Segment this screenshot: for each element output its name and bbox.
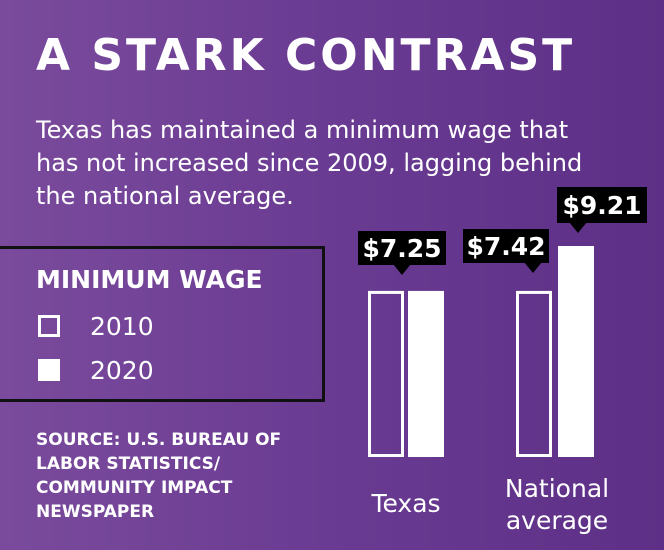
data-label-pointer-725: [393, 264, 411, 275]
legend-swatch-outline: [38, 315, 60, 337]
legend-item-2010: 2010: [38, 311, 154, 341]
data-label-box-725: [358, 231, 446, 265]
data-label-box-921: [557, 187, 647, 223]
chart-subtitle: Texas has maintained a minimum wage that…: [36, 116, 583, 210]
category-label-texas: Texas: [370, 489, 440, 518]
bar-texas-2010: [368, 290, 404, 457]
chart-title: A STARK CONTRAST: [36, 30, 576, 81]
category-label-national-average: National average: [505, 474, 609, 535]
data-label-pointer-921: [569, 222, 587, 233]
bar-national-2020: [558, 246, 594, 457]
bar-national-2010: [516, 290, 552, 457]
legend-title: MINIMUM WAGE: [36, 265, 263, 294]
legend-label-2020: 2020: [90, 355, 154, 385]
legend-item-2020: 2020: [38, 355, 154, 385]
data-label-box-742: [463, 229, 549, 263]
data-label-742: $7.42: [466, 232, 545, 261]
source-note: SOURCE: U.S. BUREAU OF LABOR STATISTICS/…: [36, 430, 282, 522]
legend-label-2010: 2010: [90, 311, 154, 341]
legend: MINIMUM WAGE 2010 2020: [0, 246, 325, 402]
legend-swatch-solid: [38, 359, 60, 381]
bar-texas-2020: [408, 290, 444, 457]
data-label-725: $7.25: [362, 234, 441, 263]
data-label-pointer-742: [524, 262, 542, 273]
data-label-921: $9.21: [562, 191, 641, 220]
